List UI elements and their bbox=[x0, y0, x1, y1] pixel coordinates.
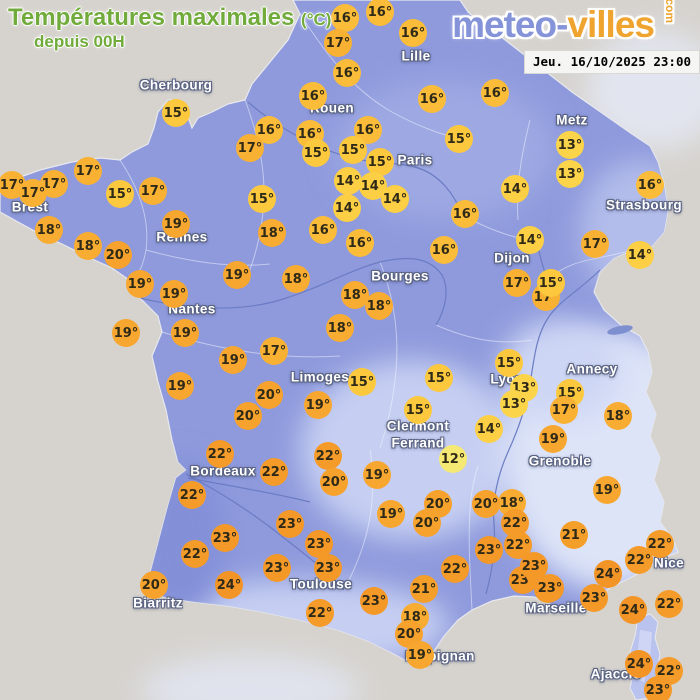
logo-part-meteo: meteo- bbox=[452, 4, 568, 45]
title-unit: (°C) bbox=[301, 10, 332, 29]
datetime-stamp: Jeu. 16/10/2025 23:00 bbox=[523, 50, 700, 74]
map-header: Températures maximales (°C) depuis 00H bbox=[8, 4, 331, 51]
logo-part-villes: villes bbox=[567, 4, 655, 45]
page-title: Températures maximales (°C) bbox=[8, 4, 332, 31]
lake-geneva bbox=[607, 325, 633, 335]
page-subtitle: depuis 00H bbox=[34, 31, 125, 51]
logo-suffix-com: .com bbox=[662, 0, 677, 24]
meteo-villes-logo[interactable]: meteo-villes .com bbox=[452, 0, 684, 46]
